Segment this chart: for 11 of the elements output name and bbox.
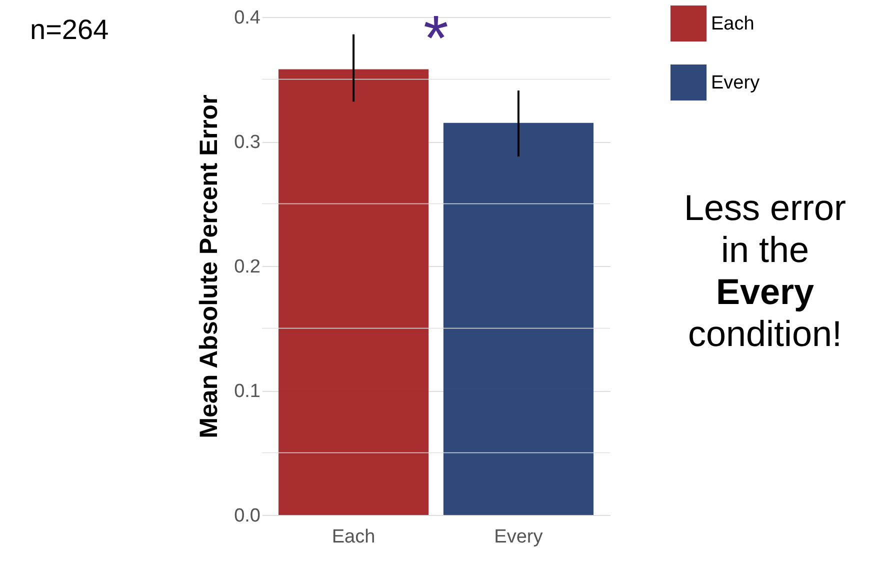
y-tick-label: 0.1 xyxy=(234,381,260,402)
legend-label: Every xyxy=(711,72,760,94)
text: n=264 xyxy=(30,14,109,45)
y-axis-title: Mean Absolute Percent Error xyxy=(195,94,224,438)
y-tick-label: 0.2 xyxy=(234,256,260,278)
legend-label: Each xyxy=(711,14,754,34)
y-tick-label: 0.4 xyxy=(234,8,261,28)
y-tick-label: 0.0 xyxy=(234,506,260,526)
y-tick-label: 0.3 xyxy=(234,132,260,153)
text: Less error in the Every condition! xyxy=(684,187,846,354)
annotation: * xyxy=(424,2,448,74)
